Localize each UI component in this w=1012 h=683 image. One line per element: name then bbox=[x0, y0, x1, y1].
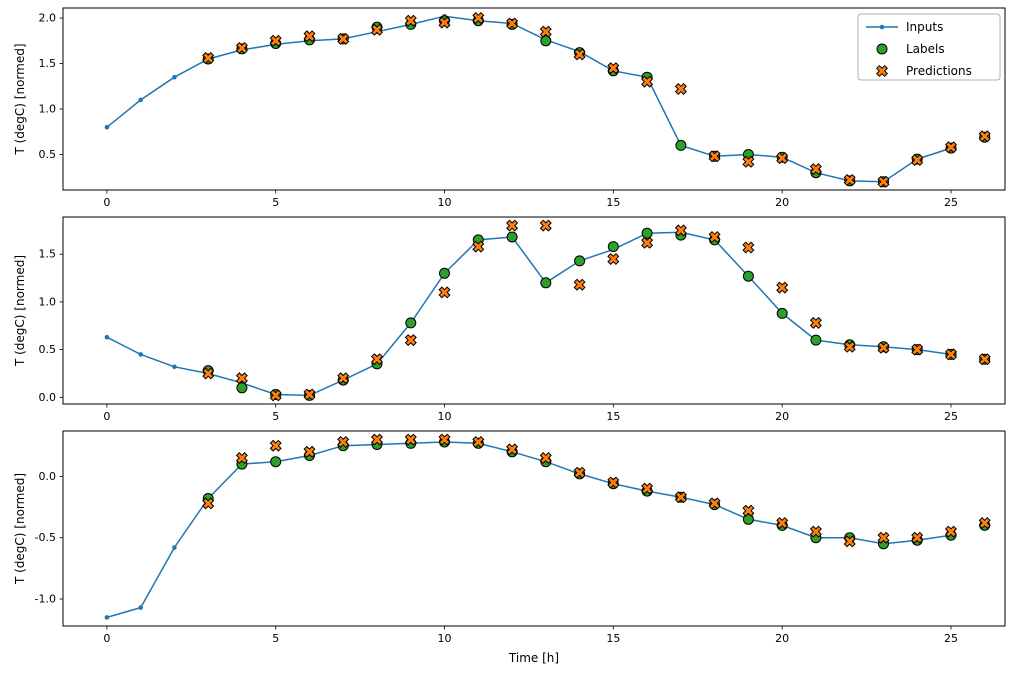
x-tick-label: 25 bbox=[944, 632, 958, 645]
inputs-line bbox=[106, 441, 952, 619]
subplot-2: 0 5 10 15 20 25 0.0 0.5 1.0 1.5 T (degC) [normed] bbox=[13, 216, 1006, 423]
x-axis: 0 5 10 15 20 25 bbox=[103, 626, 958, 645]
legend-entry-label: Inputs bbox=[906, 20, 943, 34]
x-tick-label: 0 bbox=[103, 196, 110, 209]
plot-area bbox=[63, 217, 1005, 404]
y-axis: 0.0 0.5 1.0 1.5 bbox=[39, 248, 63, 404]
subplot-3: 0 5 10 15 20 25 -1.0 -0.5 0.0 T (degC) [normed] Ti… bbox=[13, 430, 1006, 665]
plot-area bbox=[63, 8, 1005, 190]
y-axis: -1.0 -0.5 0.0 bbox=[35, 470, 63, 606]
axes-frame bbox=[62, 7, 1006, 191]
y-axis-label: T (degC) [normed] bbox=[13, 255, 27, 367]
legend-entry-label: Predictions bbox=[906, 64, 972, 78]
axes-frame bbox=[62, 216, 1006, 405]
x-tick-label: 10 bbox=[438, 632, 452, 645]
x-tick-label: 0 bbox=[103, 632, 110, 645]
y-axis-label: T (degC) [normed] bbox=[13, 473, 27, 585]
x-tick-label: 15 bbox=[606, 632, 620, 645]
predictions-points bbox=[202, 11, 991, 188]
x-tick-label: 20 bbox=[775, 196, 789, 209]
x-tick-label: 20 bbox=[775, 632, 789, 645]
x-tick-label: 5 bbox=[272, 196, 279, 209]
x-axis: 0 5 10 15 20 25 bbox=[103, 190, 958, 209]
x-tick-label: 10 bbox=[438, 410, 452, 423]
x-tick-label: 25 bbox=[944, 196, 958, 209]
inputs-line bbox=[106, 15, 952, 183]
x-tick-label: 0 bbox=[103, 410, 110, 423]
x-axis: 0 5 10 15 20 25 bbox=[103, 404, 958, 423]
y-tick-label: 0.0 bbox=[39, 470, 57, 483]
subplot-1: 0 5 10 15 20 25 0.5 1.0 1.5 2.0 T (degC) [normed] I… bbox=[13, 7, 1006, 209]
legend-labels-circle-icon bbox=[876, 43, 888, 55]
legend-inputs-dot-icon bbox=[879, 24, 885, 30]
legend: Inputs Labels Predictions bbox=[857, 13, 1001, 81]
x-tick-label: 5 bbox=[272, 632, 279, 645]
inputs-line bbox=[106, 231, 952, 397]
legend-entry-label: Labels bbox=[906, 42, 945, 56]
y-tick-label: -1.0 bbox=[35, 593, 56, 606]
y-tick-label: 1.5 bbox=[39, 248, 57, 261]
y-tick-label: 0.5 bbox=[39, 343, 57, 356]
y-axis-label: T (degC) [normed] bbox=[13, 43, 27, 155]
y-tick-label: 1.0 bbox=[39, 295, 57, 308]
y-tick-label: 1.0 bbox=[39, 103, 57, 116]
plot-area bbox=[63, 431, 1005, 626]
y-tick-label: 0.5 bbox=[39, 148, 57, 161]
x-axis-label: Time [h] bbox=[508, 651, 559, 665]
predictions-points bbox=[202, 219, 991, 402]
axes-frame bbox=[62, 430, 1006, 627]
x-tick-label: 10 bbox=[438, 196, 452, 209]
y-axis: 0.5 1.0 1.5 2.0 bbox=[39, 12, 63, 161]
legend-box bbox=[857, 13, 1001, 81]
x-tick-label: 15 bbox=[606, 410, 620, 423]
x-tick-label: 15 bbox=[606, 196, 620, 209]
legend-predictions-x-icon bbox=[875, 64, 889, 78]
x-tick-label: 25 bbox=[944, 410, 958, 423]
x-tick-label: 5 bbox=[272, 410, 279, 423]
y-tick-label: 1.5 bbox=[39, 57, 57, 70]
y-tick-label: -0.5 bbox=[35, 531, 56, 544]
y-tick-label: 0.0 bbox=[39, 391, 57, 404]
y-tick-label: 2.0 bbox=[39, 12, 57, 25]
predictions-points bbox=[202, 433, 991, 548]
x-tick-label: 20 bbox=[775, 410, 789, 423]
